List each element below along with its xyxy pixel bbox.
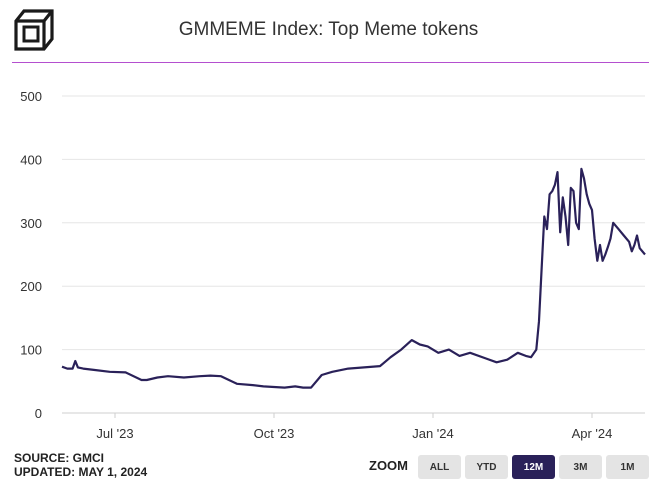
y-tick-label: 200: [20, 279, 42, 294]
y-tick-label: 300: [20, 216, 42, 231]
line-chart: 0 100 200 300 400 500 Jul '23 Oct '23 Jan '24 Ap…: [20, 89, 646, 441]
title-divider: [12, 62, 649, 63]
y-tick-label: 0: [35, 406, 42, 421]
zoom-3m-button[interactable]: 3M: [559, 455, 602, 479]
chart-footer: SOURCE: GMCI UPDATED: MAY 1, 2024: [14, 451, 147, 479]
x-tick-label: Jul '23: [96, 426, 133, 441]
x-tick-label: Apr '24: [572, 426, 613, 441]
zoom-1m-button[interactable]: 1M: [606, 455, 649, 479]
series-line-gmmeme: [61, 167, 646, 389]
x-axis-ticks: Jul '23 Oct '23 Jan '24 Apr '24: [96, 413, 612, 441]
x-tick-label: Oct '23: [254, 426, 295, 441]
x-tick-label: Jan '24: [412, 426, 454, 441]
grid-lines: [62, 95, 645, 414]
zoom-ytd-button[interactable]: YTD: [465, 455, 508, 479]
y-tick-label: 400: [20, 152, 42, 167]
y-tick-label: 500: [20, 89, 42, 104]
updated-text: UPDATED: MAY 1, 2024: [14, 465, 148, 479]
chart-title: GMMEME Index: Top Meme tokens: [178, 19, 479, 40]
zoom-12m-button[interactable]: 12M: [512, 455, 555, 479]
zoom-all-button[interactable]: ALL: [418, 455, 461, 479]
source-text: SOURCE: GMCI: [14, 451, 104, 465]
logo-cube-icon: [14, 9, 54, 51]
brand-logo: [12, 8, 56, 52]
zoom-label: ZOOM: [369, 458, 408, 473]
y-tick-label: 100: [20, 343, 42, 358]
y-axis-ticks: 0 100 200 300 400 500: [20, 89, 42, 421]
